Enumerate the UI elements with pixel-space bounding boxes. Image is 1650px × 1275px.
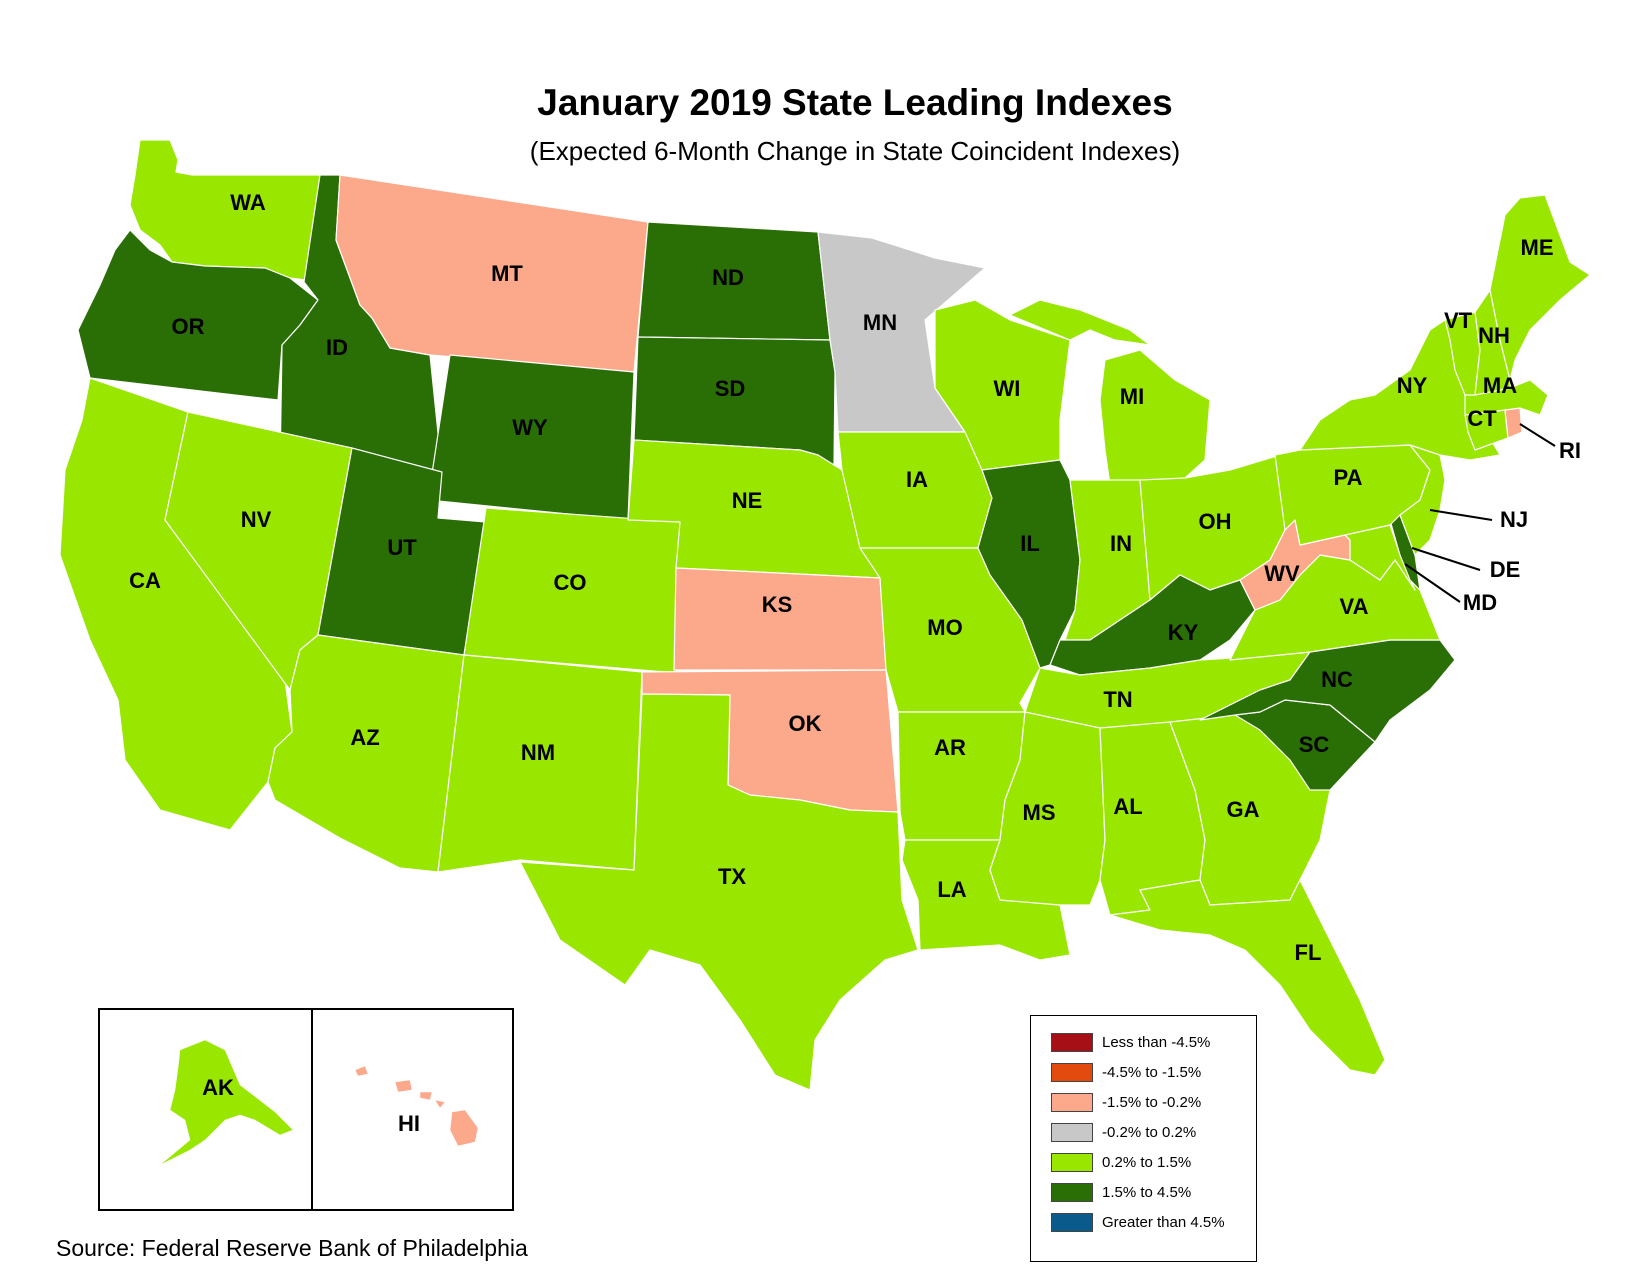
legend-swatch [1051,1063,1093,1082]
hawaii-inset-frame [311,1008,514,1211]
state-nj [1399,444,1446,556]
state-label-vt: VT [1444,308,1473,333]
state-label-ak: AK [202,1075,234,1100]
state-label-in: IN [1110,531,1132,556]
state-label-la: LA [937,877,966,902]
state-ri [1504,407,1523,439]
state-label-nv: NV [241,507,272,532]
state-label-sd: SD [715,376,746,401]
state-wi [934,299,1071,471]
state-label-al: AL [1113,794,1142,819]
leader-line-de [1411,547,1481,571]
legend-swatch [1051,1153,1093,1172]
state-label-ca: CA [129,568,161,593]
legend-label: Greater than 4.5% [1102,1214,1225,1231]
legend-label: -1.5% to -0.2% [1102,1094,1202,1111]
state-label-il: IL [1020,531,1040,556]
map-legend: Less than -4.5% -4.5% to -1.5% -1.5% to -0… [1030,1015,1257,1262]
state-label-hi: HI [398,1111,420,1136]
state-label-md: MD [1463,590,1497,615]
state-mi [1009,299,1211,486]
state-label-pa: PA [1334,465,1363,490]
state-label-wy: WY [512,415,548,440]
state-label-mn: MN [863,310,897,335]
map-subtitle: (Expected 6-Month Change in State Coinci… [529,136,1181,166]
state-label-ks: KS [762,592,793,617]
state-label-ar: AR [934,735,966,760]
state-ma [1464,379,1549,416]
state-label-ny: NY [1397,373,1428,398]
state-hi [354,1065,479,1147]
state-label-de: DE [1490,557,1521,582]
state-label-ma: MA [1483,373,1517,398]
state-label-sc: SC [1299,732,1330,757]
state-label-or: OR [172,314,205,339]
state-label-va: VA [1340,594,1369,619]
state-label-ms: MS [1023,800,1056,825]
state-label-ia: IA [906,467,928,492]
leader-line-nj [1429,509,1493,521]
state-az [267,634,465,873]
state-label-ky: KY [1168,620,1199,645]
legend-swatch [1051,1033,1093,1052]
state-label-oh: OH [1199,509,1232,534]
state-ms [989,711,1106,906]
map-title: January 2019 State Leading Indexes [537,82,1173,123]
state-label-wv: WV [1264,561,1300,586]
state-label-tn: TN [1103,687,1132,712]
state-label-id: ID [326,335,348,360]
legend-label: Less than -4.5% [1102,1034,1211,1051]
legend-swatch [1051,1093,1093,1112]
state-label-co: CO [554,570,587,595]
state-label-ok: OK [789,711,822,736]
state-label-ne: NE [732,488,763,513]
state-ks [673,567,887,671]
state-label-wa: WA [230,190,266,215]
state-label-nc: NC [1321,667,1353,692]
legend-label: -0.2% to 0.2% [1102,1124,1197,1141]
state-label-nm: NM [521,740,555,765]
legend-swatch [1051,1183,1093,1202]
state-me [1489,194,1591,381]
legend-swatch [1051,1123,1093,1142]
leader-line-md [1404,563,1461,603]
state-fl [1109,879,1386,1076]
legend-label: 0.2% to 1.5% [1102,1154,1192,1171]
state-label-nj: NJ [1500,507,1528,532]
state-nm [437,654,643,873]
state-label-mt: MT [491,261,523,286]
state-label-ct: CT [1467,406,1497,431]
source-note: Source: Federal Reserve Bank of Philadel… [56,1235,528,1261]
state-label-nd: ND [712,265,744,290]
state-nc [1199,639,1456,743]
state-label-ut: UT [387,535,417,560]
legend-label: 1.5% to 4.5% [1102,1184,1192,1201]
state-label-ga: GA [1227,797,1260,822]
state-label-me: ME [1521,235,1554,260]
state-label-wi: WI [994,376,1021,401]
state-label-fl: FL [1295,940,1322,965]
state-tx [519,693,919,1091]
leader-line-ri [1519,423,1556,447]
state-label-ri: RI [1559,438,1581,463]
state-label-nh: NH [1478,323,1510,348]
state-label-mi: MI [1120,384,1144,409]
state-ak [159,1039,294,1166]
alaska-inset-frame [98,1008,313,1211]
state-label-mo: MO [927,615,962,640]
state-label-tx: TX [718,864,746,889]
legend-swatch [1051,1213,1093,1232]
legend-label: -4.5% to -1.5% [1102,1064,1202,1081]
state-label-az: AZ [350,725,379,750]
